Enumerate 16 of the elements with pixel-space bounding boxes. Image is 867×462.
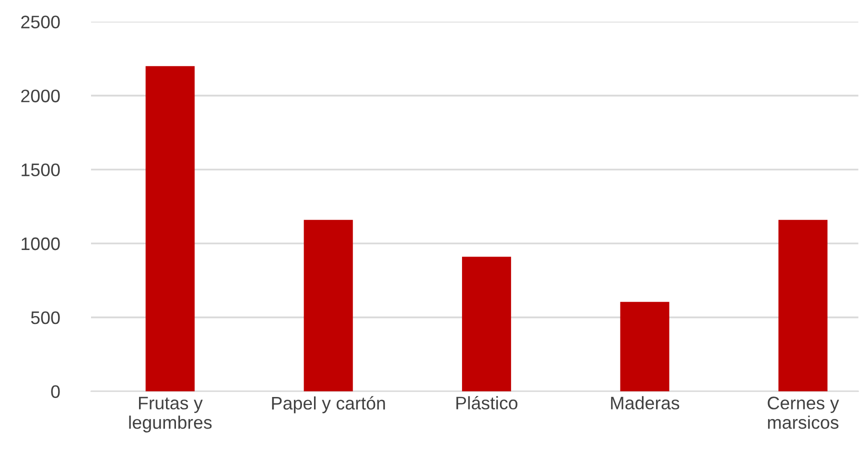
y-tick-label: 1000 (22, 237, 60, 250)
bar (304, 220, 353, 392)
bar (620, 302, 670, 392)
x-tick-label: Papel y cartón (272, 396, 385, 414)
x-tick-label: Frutas y legumbres (129, 396, 212, 432)
y-tick-label: 2500 (21, 16, 60, 28)
bar (146, 66, 195, 392)
y-tick-label: 2000 (21, 90, 60, 102)
bar (778, 220, 828, 392)
bar (462, 256, 512, 392)
y-tick-label: 0 (51, 385, 60, 398)
y-tick-label: 500 (31, 311, 60, 324)
x-tick-label: Maderas (611, 396, 680, 410)
y-tick-label: 1500 (22, 163, 60, 176)
x-tick-label: Plástico (456, 396, 518, 410)
x-tick-label: Cernes y marsicos (768, 396, 840, 429)
